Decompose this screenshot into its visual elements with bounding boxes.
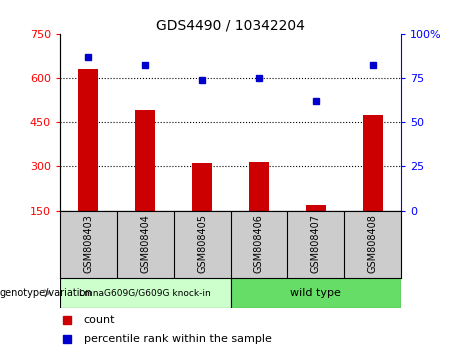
Title: GDS4490 / 10342204: GDS4490 / 10342204 [156, 18, 305, 33]
Bar [135, 110, 155, 255]
Bar [363, 115, 383, 255]
Bar [78, 69, 98, 255]
Text: GSM808407: GSM808407 [311, 214, 321, 273]
Bar [60, 278, 230, 308]
Text: GSM808406: GSM808406 [254, 214, 264, 273]
Text: GSM808404: GSM808404 [140, 214, 150, 273]
Text: genotype/variation: genotype/variation [0, 288, 93, 298]
Bar [306, 205, 326, 255]
Text: wild type: wild type [290, 288, 341, 298]
Text: LmnaG609G/G609G knock-in: LmnaG609G/G609G knock-in [79, 289, 211, 297]
Text: count: count [84, 315, 115, 325]
Bar [249, 162, 269, 255]
Text: GSM808403: GSM808403 [83, 214, 94, 273]
Text: percentile rank within the sample: percentile rank within the sample [84, 333, 272, 344]
Bar [192, 164, 212, 255]
Text: GSM808405: GSM808405 [197, 214, 207, 273]
Text: GSM808408: GSM808408 [367, 214, 378, 273]
Bar [230, 278, 401, 308]
